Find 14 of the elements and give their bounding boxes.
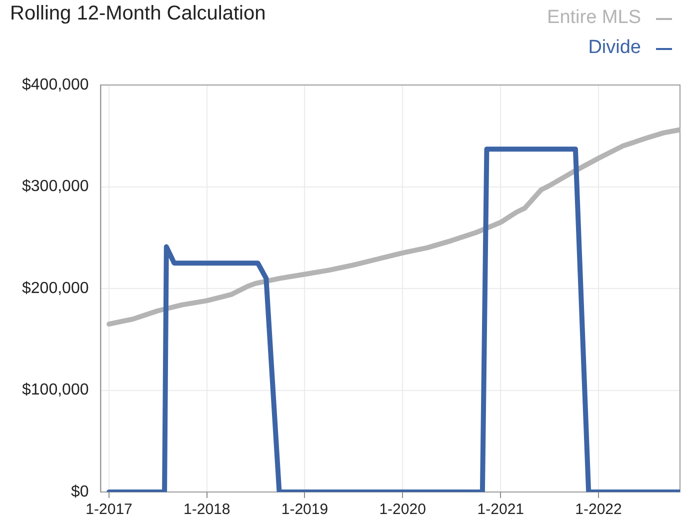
x-tick-label: 1-2021: [477, 501, 524, 518]
legend-label: Divide: [588, 37, 642, 58]
chart-title: Rolling 12-Month Calculation: [10, 2, 266, 25]
legend-label: Entire MLS: [547, 7, 642, 28]
y-tick-label: $200,000: [22, 280, 89, 297]
x-tick-label: 1-2018: [184, 501, 230, 518]
x-tick-label: 1-2019: [281, 501, 328, 518]
x-tick-label: 1-2017: [86, 501, 132, 518]
x-tick-label: 1-2020: [379, 501, 426, 518]
y-tick-label: $0: [70, 483, 89, 500]
y-tick-label: $100,000: [22, 382, 89, 399]
y-tick-label: $400,000: [22, 76, 89, 94]
y-tick-label: $300,000: [22, 178, 89, 196]
x-tick-label: 1-2022: [575, 501, 622, 518]
